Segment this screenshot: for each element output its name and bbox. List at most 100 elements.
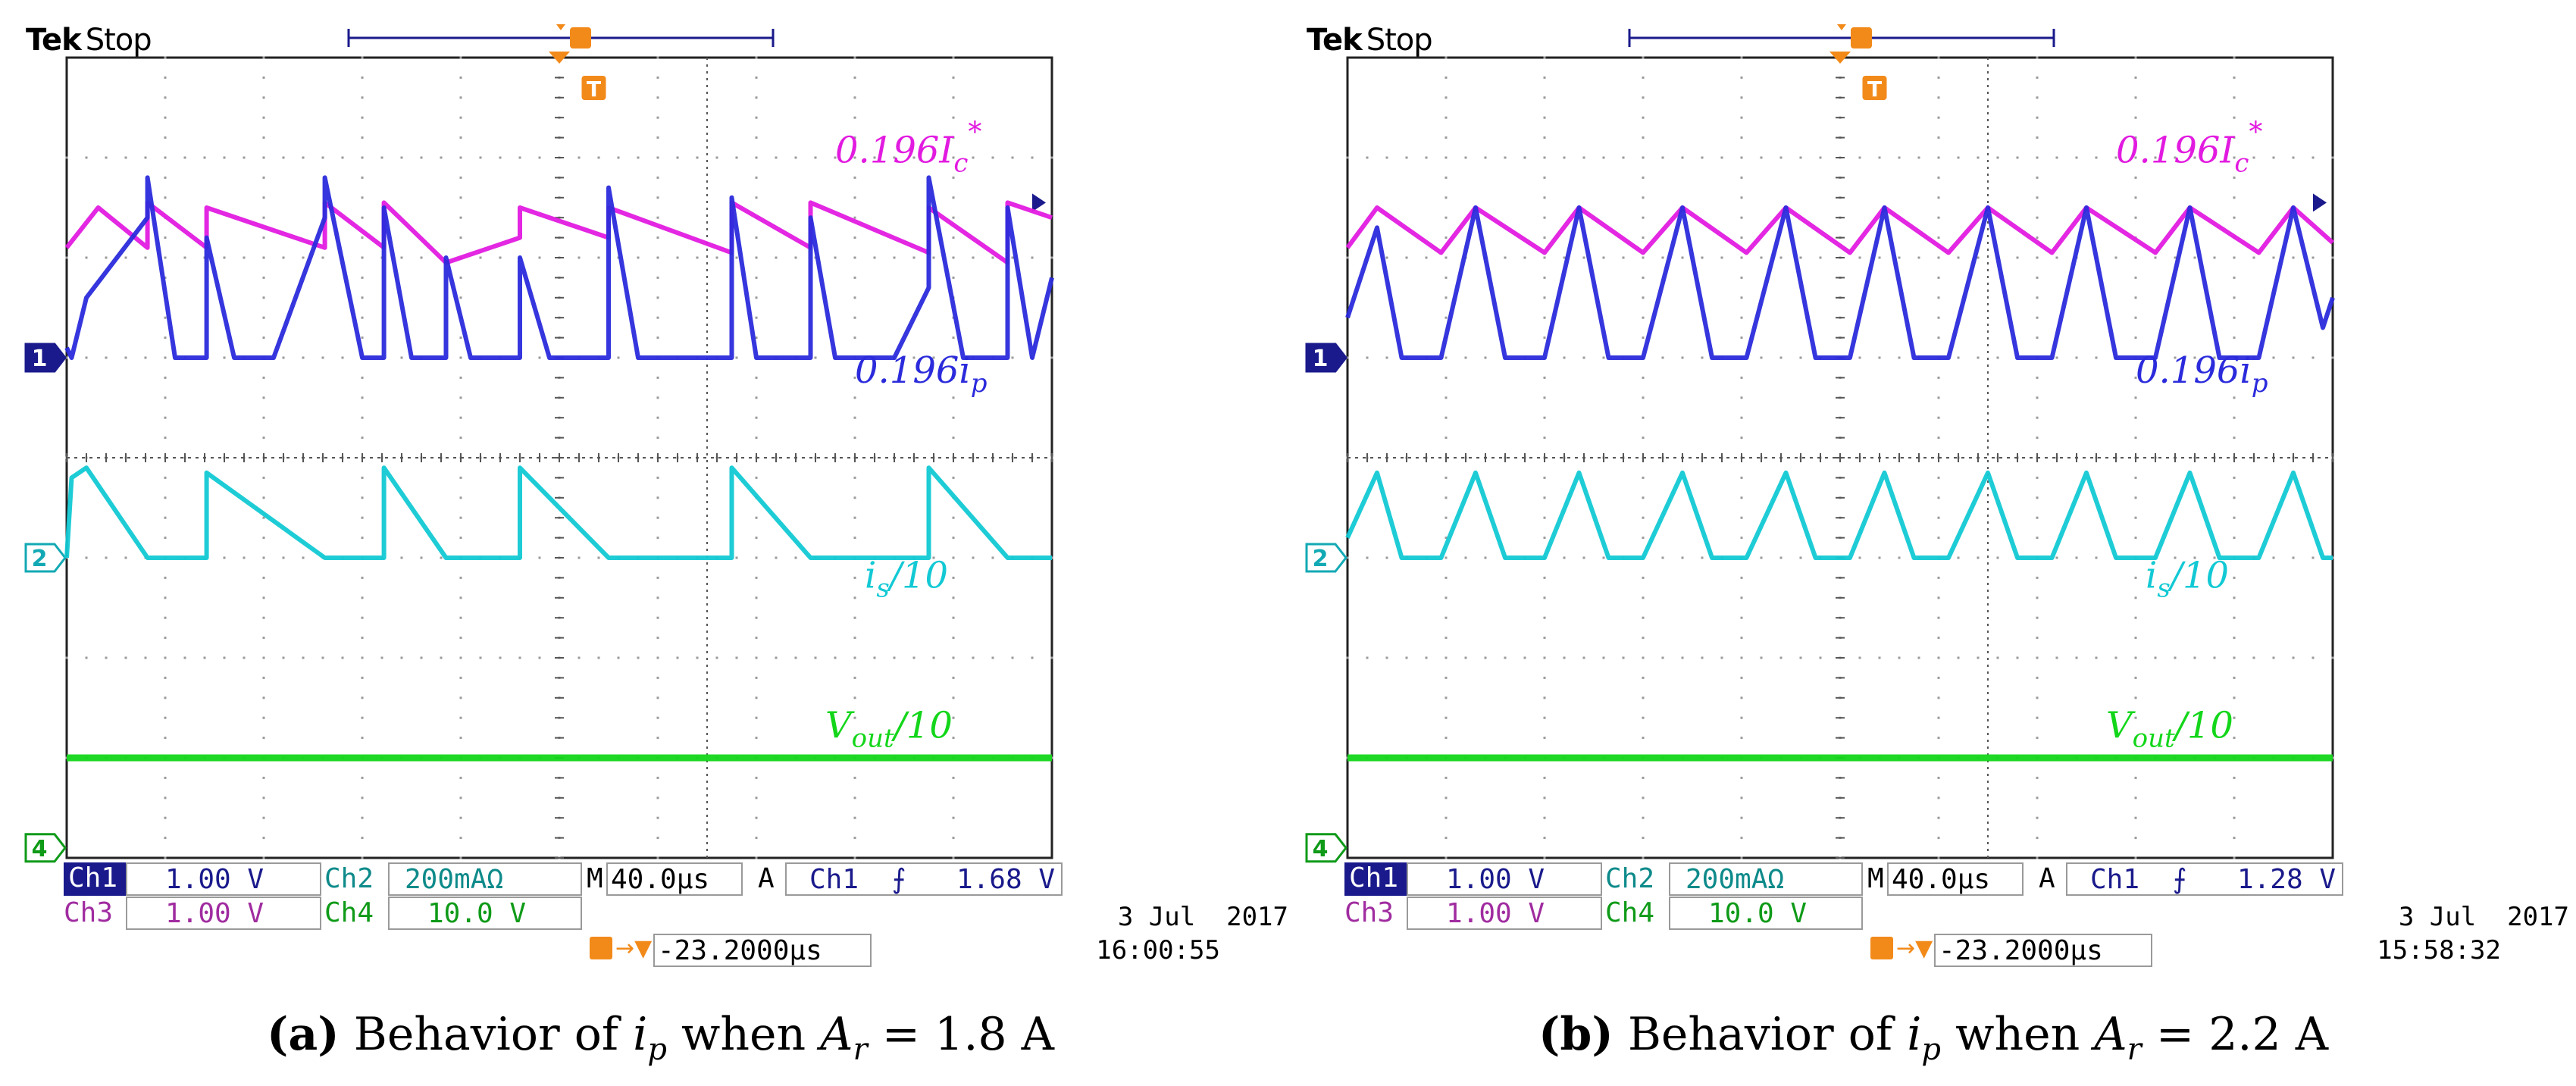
- grid-dot: [164, 356, 167, 359]
- grid-dot: [164, 176, 167, 179]
- grid-dot: [1445, 496, 1448, 499]
- grid-dot: [1563, 256, 1566, 259]
- grid-dot: [262, 156, 265, 159]
- grid-dot: [1937, 276, 1940, 279]
- trigger-level: 1.28 V: [2236, 864, 2336, 895]
- grid-dot: [164, 776, 167, 779]
- grid-dot: [1543, 576, 1546, 579]
- label-ip: 0.196ip: [2136, 349, 2268, 399]
- grid-dot: [1445, 737, 1448, 740]
- label-is: is/10: [2146, 555, 2229, 604]
- grid-dot: [1385, 556, 1388, 559]
- channel-ground-label: 4: [1313, 836, 1329, 862]
- grid-dot: [361, 437, 364, 440]
- grid-dot: [715, 656, 718, 659]
- trigger-position-icon: [590, 937, 612, 959]
- grid-dot: [656, 396, 659, 399]
- grid-dot: [2331, 656, 2334, 659]
- grid-dot: [459, 216, 462, 219]
- grid-dot: [2016, 256, 2019, 259]
- grid-dot: [262, 656, 265, 659]
- grid-dot: [912, 156, 916, 159]
- grid-dot: [1740, 676, 1743, 679]
- grid-dot: [164, 797, 167, 800]
- grid-dot: [577, 656, 581, 659]
- grid-dot: [1445, 96, 1448, 99]
- grid-dot: [1740, 737, 1743, 740]
- rising-edge-icon: ⨍: [891, 864, 906, 895]
- grid-dot: [1011, 156, 1014, 159]
- grid-dot: [1622, 256, 1625, 259]
- channel-ground-marker: [1305, 833, 1347, 863]
- grid-dot: [1720, 256, 1723, 259]
- grid-dot: [2134, 696, 2137, 699]
- grid-dot: [1681, 156, 1684, 159]
- grid-dot: [1878, 256, 1881, 259]
- grid-dot: [262, 176, 265, 179]
- grid-dot: [361, 256, 364, 259]
- grid-dot: [459, 476, 462, 479]
- grid-dot: [2331, 356, 2334, 359]
- grid-dot: [1740, 616, 1743, 619]
- grid-dot: [164, 416, 167, 419]
- grid-dot: [262, 637, 265, 640]
- grid-dot: [2134, 256, 2137, 259]
- label-ic-sub: c: [953, 149, 968, 179]
- grid-dot: [775, 156, 778, 159]
- grid-dot: [361, 656, 364, 659]
- grid-dot: [656, 437, 659, 440]
- grid-dot: [932, 556, 935, 559]
- grid-dot: [302, 156, 305, 159]
- grid-dot: [1543, 716, 1546, 719]
- ch1-scale: 1.00 V: [126, 862, 321, 896]
- grid-dot: [2233, 216, 2236, 219]
- grid-dot: [952, 336, 955, 340]
- grid-dot: [1425, 256, 1428, 259]
- grid-dot: [1681, 356, 1684, 359]
- grid-dot: [282, 656, 285, 659]
- grid-dot: [2036, 776, 2039, 779]
- grid-dot: [1740, 716, 1743, 719]
- grid-dot: [1917, 656, 1920, 659]
- grid-dot: [321, 656, 324, 659]
- grid-dot: [1642, 96, 1645, 99]
- grid-dot: [853, 276, 856, 279]
- grid-dot: [1642, 516, 1645, 519]
- grid-dot: [2134, 516, 2137, 519]
- grid-dot: [577, 556, 581, 559]
- grid-dot: [243, 656, 246, 659]
- grid-dot: [262, 837, 265, 840]
- grid-dot: [1602, 656, 1605, 659]
- label-ic-sub: c: [2234, 149, 2249, 179]
- grid-dot: [1642, 396, 1645, 399]
- grid-dot: [814, 656, 817, 659]
- grid-dot: [164, 116, 167, 119]
- grid-dot: [1740, 537, 1743, 540]
- grid-dot: [755, 576, 758, 579]
- grid-dot: [124, 356, 127, 359]
- grid-dot: [361, 797, 364, 800]
- grid-dot: [794, 256, 797, 259]
- grid-dot: [459, 596, 462, 599]
- time-stamp: 16:00:55: [1096, 935, 1220, 966]
- grid-dot: [952, 837, 955, 840]
- grid-dot: [459, 696, 462, 699]
- grid-dot: [755, 716, 758, 719]
- grid-dot: [1720, 656, 1723, 659]
- grid-dot: [775, 656, 778, 659]
- grid-dot: [1642, 336, 1645, 340]
- grid-dot: [262, 416, 265, 419]
- grid-dot: [1543, 856, 1546, 859]
- grid-dot: [2114, 156, 2117, 159]
- grid-dot: [2292, 156, 2295, 159]
- grid-dot: [2075, 156, 2078, 159]
- grid-dot: [617, 356, 620, 359]
- grid-dot: [1858, 556, 1861, 559]
- grid-dot: [2036, 136, 2039, 139]
- grid-dot: [2193, 556, 2196, 559]
- grid-dot: [164, 236, 167, 239]
- grid-dot: [1385, 356, 1388, 359]
- grid-dot: [1543, 176, 1546, 179]
- grid-dot: [459, 76, 462, 79]
- grid-dot: [853, 236, 856, 239]
